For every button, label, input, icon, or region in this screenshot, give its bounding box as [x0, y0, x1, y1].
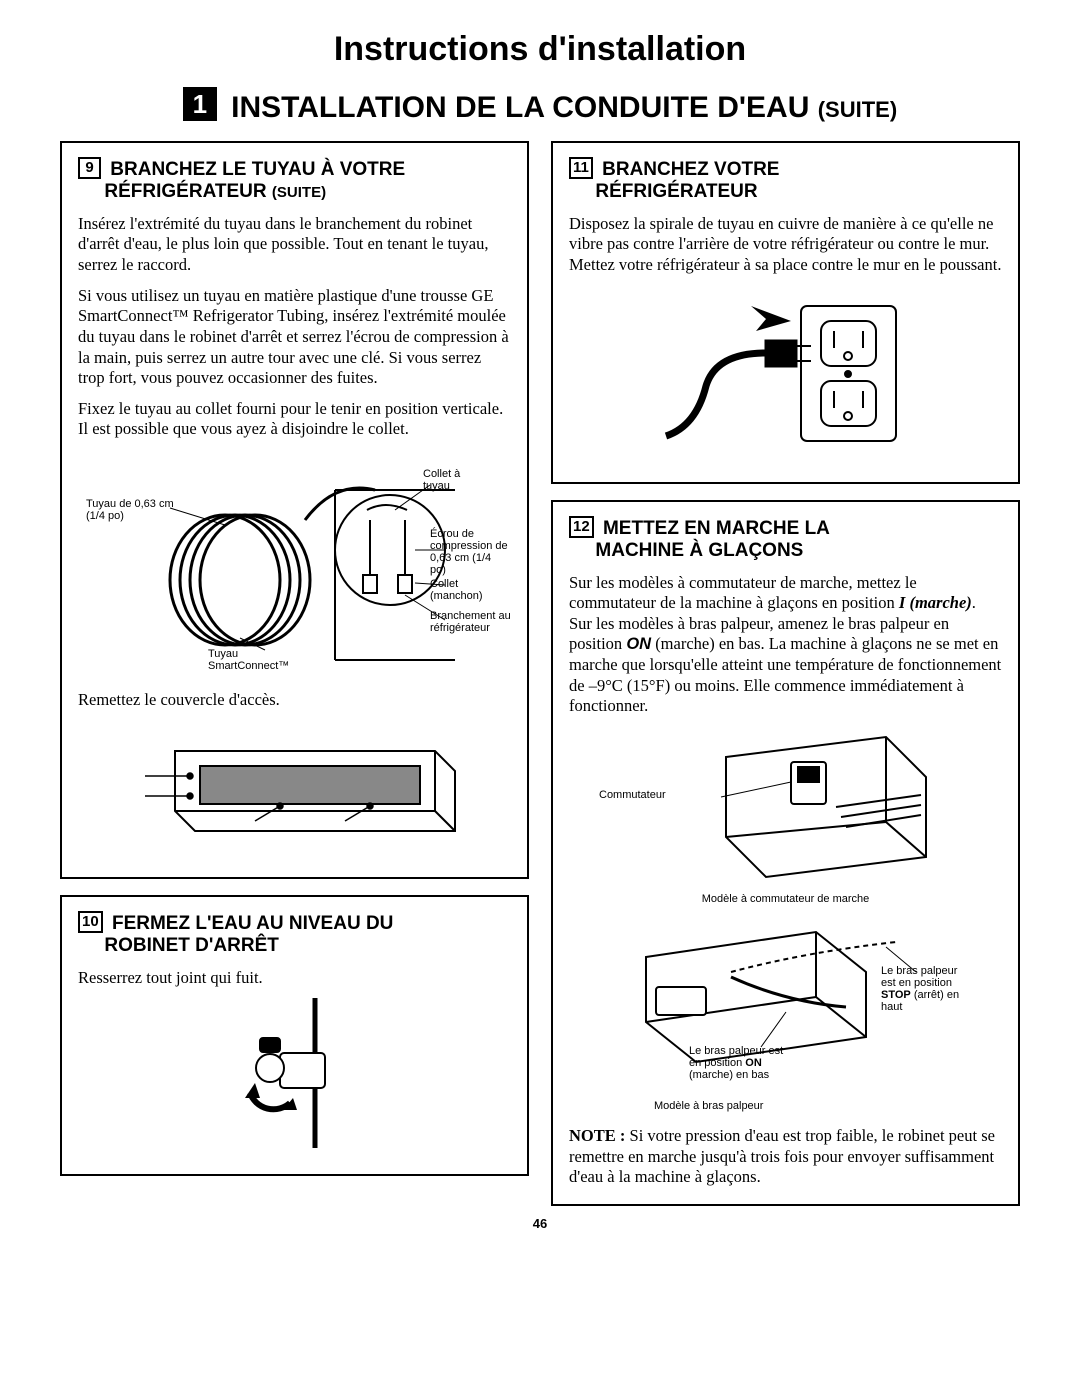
- label-branchement: Branchement au réfrigérateur: [430, 610, 515, 634]
- plug-outlet-illustration: [656, 286, 916, 456]
- content-columns: 9 BRANCHEZ LE TUYAU À VOTRE RÉFRIGÉRATEU…: [60, 141, 1020, 1206]
- step-12-title-2: MACHINE À GLAÇONS: [595, 540, 803, 561]
- label-arm-stop: Le bras palpeur est en position STOP (ar…: [881, 965, 971, 1013]
- step-12-title-1: METTEZ EN MARCHE LA: [603, 518, 830, 539]
- section-header: 1 INSTALLATION DE LA CONDUITE D'EAU (SUI…: [60, 87, 1020, 125]
- label-arm-on-2: ON: [745, 1057, 762, 1069]
- step-9-figure-connection: Tuyau de 0,63 cm (1/4 po) Tuyau SmartCon…: [78, 450, 511, 680]
- label-modele-commutateur: Modèle à commutateur de marche: [569, 893, 1002, 905]
- step-9-title-2: RÉFRIGÉRATEUR: [104, 181, 266, 202]
- step-9-suite: (SUITE): [272, 184, 326, 201]
- step-11-p1: Disposez la spirale de tuyau en cuivre d…: [569, 214, 1002, 276]
- label-modele-bras: Modèle à bras palpeur: [654, 1100, 1002, 1112]
- step-9-figure-cover: [78, 721, 511, 851]
- step-9-p1: Insérez l'extrémité du tuyau dans le bra…: [78, 214, 511, 276]
- step-9-heading: 9 BRANCHEZ LE TUYAU À VOTRE RÉFRIGÉRATEU…: [78, 157, 511, 204]
- step-12-p1a: Sur les modèles à commutateur de marche,…: [569, 573, 917, 613]
- step-12-note-text: Si votre pression d'eau est trop faible,…: [569, 1126, 995, 1186]
- step-12-note-label: NOTE :: [569, 1126, 625, 1145]
- step-9-p3: Fixez le tuyau au collet fourni pour le …: [78, 399, 511, 440]
- step-11-title-1: BRANCHEZ VOTRE: [602, 159, 779, 180]
- step-12-p1b: I (marche): [899, 593, 972, 612]
- step-10-p1: Resserrez tout joint qui fuit.: [78, 968, 511, 989]
- right-column: 11 BRANCHEZ VOTRE RÉFRIGÉRATEUR Disposez…: [551, 141, 1020, 1206]
- label-ecrou: Écrou de compression de 0,63 cm (1/4 po): [430, 528, 510, 576]
- page-title: Instructions d'installation: [60, 30, 1020, 69]
- step-9-p2: Si vous utilisez un tuyau en matière pla…: [78, 286, 511, 389]
- shutoff-valve-illustration: [205, 998, 385, 1148]
- label-collet-tuyau: Collet à tuyau: [423, 468, 483, 492]
- step-11-number: 11: [569, 157, 593, 179]
- label-tubing-14: Tuyau de 0,63 cm (1/4 po): [86, 498, 176, 522]
- label-arm-on: Le bras palpeur est en position ON (marc…: [689, 1045, 789, 1081]
- step-9-panel: 9 BRANCHEZ LE TUYAU À VOTRE RÉFRIGÉRATEU…: [60, 141, 529, 879]
- step-12-panel: 12 METTEZ EN MARCHE LA MACHINE À GLAÇONS…: [551, 500, 1020, 1206]
- section-suite: (SUITE): [818, 97, 897, 122]
- step-9-p4: Remettez le couvercle d'accès.: [78, 690, 511, 711]
- left-column: 9 BRANCHEZ LE TUYAU À VOTRE RÉFRIGÉRATEU…: [60, 141, 529, 1206]
- icemaker-switch-illustration: [626, 727, 946, 887]
- label-arm-stop-1: Le bras palpeur est en position: [881, 965, 957, 989]
- section-number-box: 1: [183, 87, 217, 121]
- page-number: 46: [60, 1216, 1020, 1231]
- step-12-p1d: ON: [626, 635, 651, 653]
- label-smartconnect: Tuyau SmartConnect™: [208, 648, 308, 672]
- step-11-figure: [569, 286, 1002, 456]
- step-9-number: 9: [78, 157, 101, 179]
- step-12-figure-arm: Le bras palpeur est en position ON (marc…: [569, 917, 1002, 1092]
- step-10-heading: 10 FERMEZ L'EAU AU NIVEAU DU ROBINET D'A…: [78, 911, 511, 958]
- step-10-number: 10: [78, 911, 103, 933]
- step-12-figure-switch: Commutateur: [569, 727, 1002, 887]
- step-10-figure: [78, 998, 511, 1148]
- step-10-title-2: ROBINET D'ARRÊT: [104, 935, 278, 956]
- section-title-text: INSTALLATION DE LA CONDUITE D'EAU: [231, 91, 809, 124]
- label-arm-stop-2: STOP: [881, 989, 911, 1001]
- step-10-title-1: FERMEZ L'EAU AU NIVEAU DU: [112, 913, 393, 934]
- step-12-heading: 12 METTEZ EN MARCHE LA MACHINE À GLAÇONS: [569, 516, 1002, 563]
- step-11-panel: 11 BRANCHEZ VOTRE RÉFRIGÉRATEUR Disposez…: [551, 141, 1020, 484]
- step-12-note: NOTE : Si votre pression d'eau est trop …: [569, 1126, 1002, 1188]
- step-12-p1: Sur les modèles à commutateur de marche,…: [569, 573, 1002, 717]
- step-9-title-1: BRANCHEZ LE TUYAU À VOTRE: [110, 159, 405, 180]
- step-11-title-2: RÉFRIGÉRATEUR: [595, 181, 757, 202]
- step-10-panel: 10 FERMEZ L'EAU AU NIVEAU DU ROBINET D'A…: [60, 895, 529, 1176]
- step-12-number: 12: [569, 516, 594, 538]
- access-cover-illustration: [115, 721, 475, 851]
- step-11-heading: 11 BRANCHEZ VOTRE RÉFRIGÉRATEUR: [569, 157, 1002, 204]
- label-arm-on-1: Le bras palpeur est en position: [689, 1045, 783, 1069]
- label-commutateur: Commutateur: [599, 789, 666, 801]
- label-arm-on-3: (marche) en bas: [689, 1069, 769, 1081]
- label-collet-manchon: Collet (manchon): [430, 578, 500, 602]
